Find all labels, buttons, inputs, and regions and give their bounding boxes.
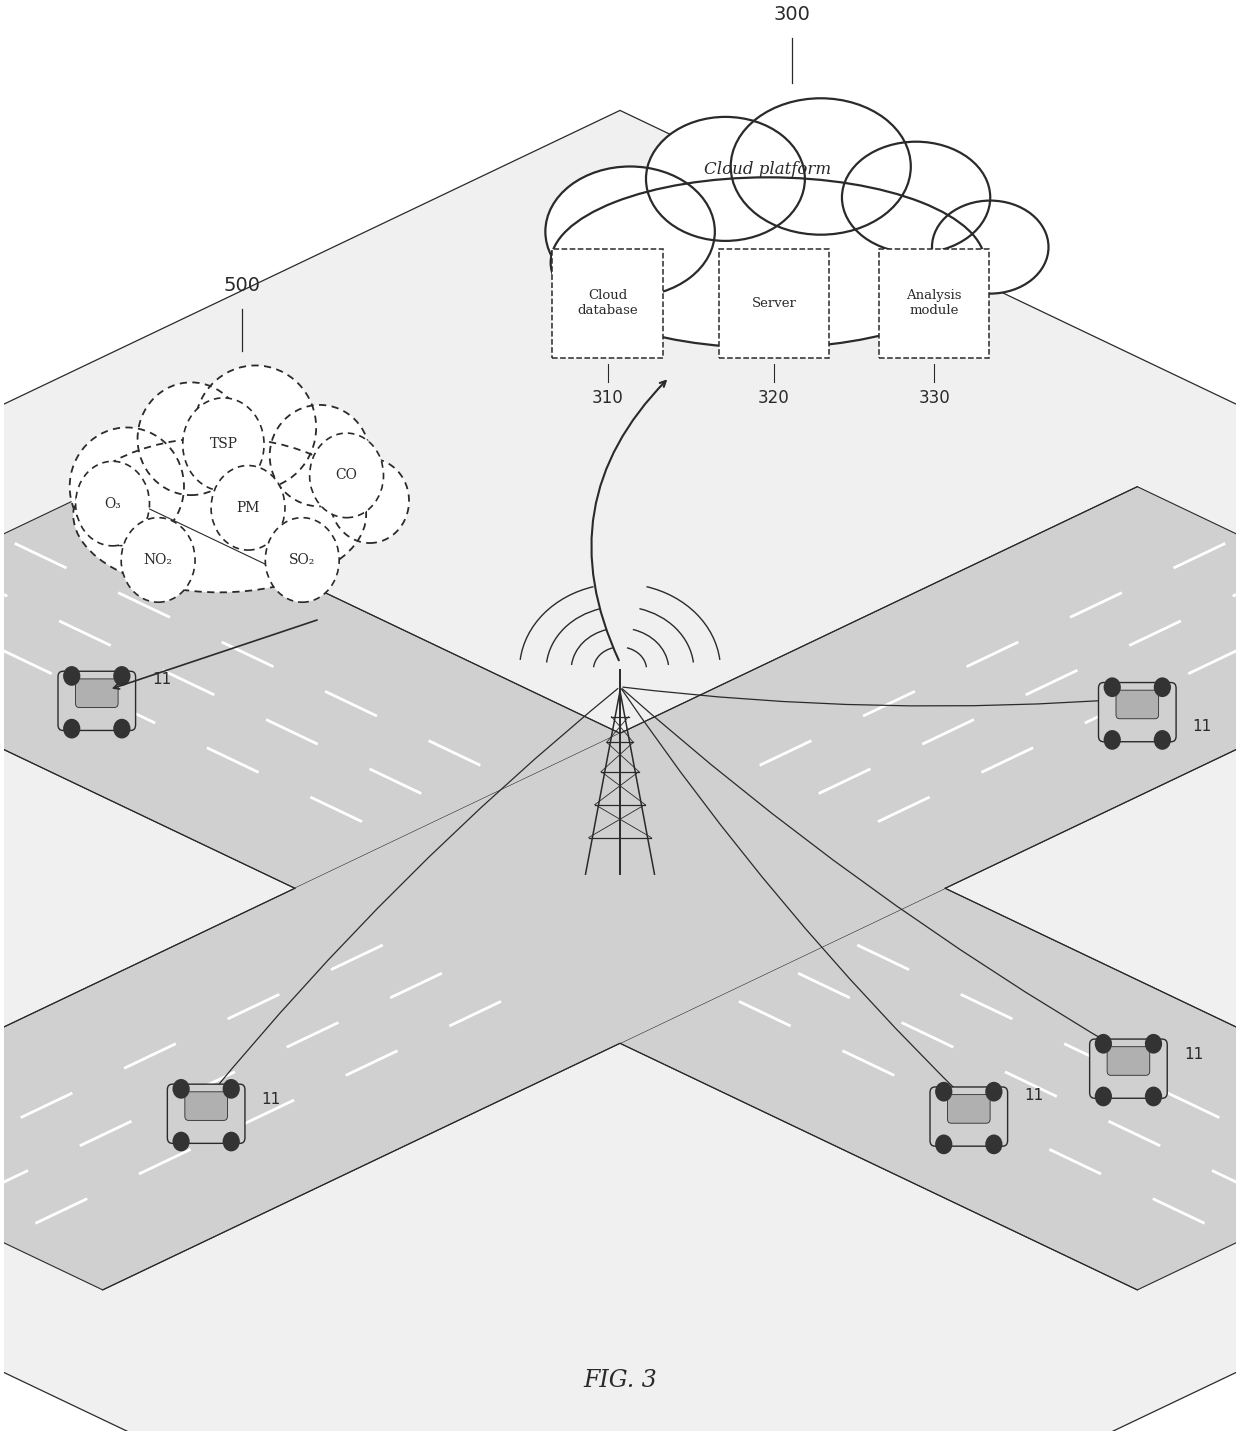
Ellipse shape: [73, 438, 366, 593]
FancyBboxPatch shape: [552, 248, 663, 359]
FancyBboxPatch shape: [718, 248, 830, 359]
FancyBboxPatch shape: [930, 1086, 1008, 1147]
Circle shape: [1095, 1033, 1112, 1053]
Ellipse shape: [546, 166, 714, 297]
FancyBboxPatch shape: [58, 672, 135, 730]
FancyBboxPatch shape: [1107, 1046, 1149, 1075]
Text: FIG. 3: FIG. 3: [583, 1369, 657, 1392]
Text: O₃: O₃: [104, 497, 122, 511]
Ellipse shape: [270, 405, 370, 507]
FancyBboxPatch shape: [1099, 683, 1176, 742]
Text: Cloud platform: Cloud platform: [704, 161, 831, 178]
FancyBboxPatch shape: [185, 1092, 227, 1121]
Polygon shape: [0, 486, 1240, 1290]
Text: 11: 11: [1024, 1088, 1044, 1104]
Ellipse shape: [842, 142, 991, 254]
Ellipse shape: [330, 458, 409, 542]
FancyBboxPatch shape: [167, 1085, 246, 1144]
Ellipse shape: [932, 201, 1049, 294]
Circle shape: [182, 397, 264, 491]
Circle shape: [211, 465, 285, 550]
Circle shape: [935, 1135, 952, 1154]
Polygon shape: [0, 486, 1240, 1290]
Ellipse shape: [551, 178, 985, 347]
Text: 11: 11: [153, 672, 171, 687]
Ellipse shape: [69, 428, 184, 545]
Circle shape: [1153, 730, 1171, 751]
Text: 300: 300: [774, 4, 811, 23]
Circle shape: [986, 1135, 1002, 1154]
Text: 330: 330: [918, 389, 950, 408]
Ellipse shape: [138, 382, 244, 495]
Polygon shape: [0, 110, 1240, 1435]
Circle shape: [1145, 1033, 1162, 1053]
Text: TSP: TSP: [210, 438, 237, 452]
Polygon shape: [295, 733, 945, 1043]
FancyBboxPatch shape: [1090, 1039, 1167, 1098]
Circle shape: [1145, 1086, 1162, 1106]
FancyBboxPatch shape: [947, 1095, 990, 1124]
Circle shape: [1095, 1086, 1112, 1106]
Text: 310: 310: [591, 389, 624, 408]
Circle shape: [76, 461, 150, 545]
Circle shape: [223, 1079, 239, 1099]
Text: Server: Server: [751, 297, 796, 310]
Circle shape: [1153, 677, 1171, 697]
Circle shape: [1104, 730, 1121, 751]
Circle shape: [310, 433, 383, 518]
Text: Cloud
database: Cloud database: [578, 290, 639, 317]
Ellipse shape: [730, 98, 911, 235]
Circle shape: [265, 518, 340, 603]
Circle shape: [986, 1082, 1002, 1102]
Text: Analysis
module: Analysis module: [906, 290, 962, 317]
Ellipse shape: [195, 366, 316, 489]
Ellipse shape: [646, 116, 805, 241]
FancyBboxPatch shape: [1116, 690, 1158, 719]
Text: 11: 11: [1193, 719, 1211, 733]
Circle shape: [63, 666, 81, 686]
Circle shape: [172, 1079, 190, 1099]
Circle shape: [122, 518, 195, 603]
Text: 11: 11: [262, 1092, 280, 1108]
Text: 320: 320: [758, 389, 790, 408]
Circle shape: [113, 666, 130, 686]
Text: NO₂: NO₂: [144, 552, 172, 567]
Circle shape: [223, 1132, 239, 1151]
Circle shape: [1104, 677, 1121, 697]
Text: 500: 500: [223, 276, 260, 296]
Circle shape: [113, 719, 130, 739]
Text: 11: 11: [1184, 1048, 1203, 1062]
Text: SO₂: SO₂: [289, 552, 315, 567]
FancyBboxPatch shape: [76, 679, 118, 707]
Text: CO: CO: [336, 468, 357, 482]
Circle shape: [172, 1132, 190, 1151]
FancyBboxPatch shape: [879, 248, 990, 359]
Circle shape: [63, 719, 81, 739]
Circle shape: [935, 1082, 952, 1102]
Text: PM: PM: [237, 501, 259, 515]
